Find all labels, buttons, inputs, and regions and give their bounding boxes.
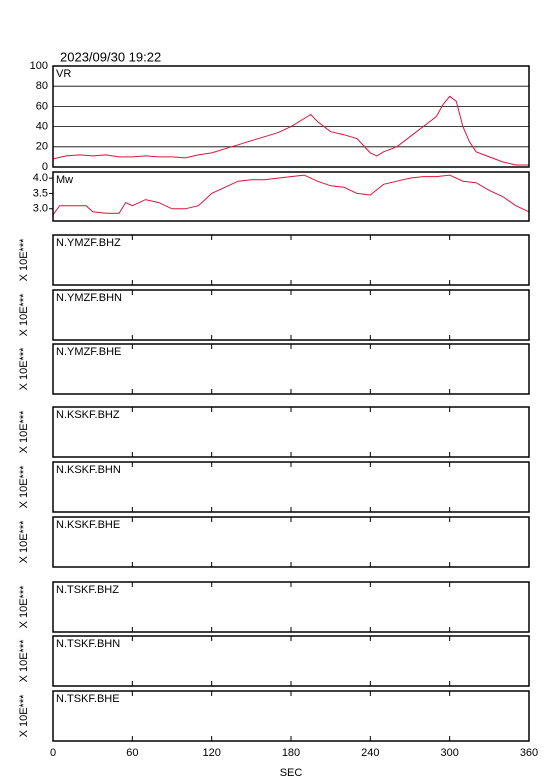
y-tick-label: 4.0	[33, 172, 48, 184]
x-axis-label: SEC	[280, 767, 303, 779]
station-label: N.KSKF.BHZ	[56, 409, 120, 421]
y-tick-label: 60	[36, 100, 48, 112]
panel-frame	[52, 406, 530, 458]
panel-frame	[52, 171, 530, 222]
station-label: N.TSKF.BHE	[56, 693, 120, 705]
x-tick-label: 180	[282, 747, 300, 759]
panel-frame	[52, 516, 530, 568]
scale-label: X 10E***	[18, 347, 30, 391]
scale-label: X 10E***	[18, 293, 30, 337]
panel-frame	[52, 65, 530, 168]
y-tick-label: 80	[36, 80, 48, 92]
panel-frame	[52, 289, 530, 341]
panel-label: Mw	[56, 174, 73, 186]
panel-frame	[52, 690, 530, 742]
x-tick-label: 60	[126, 747, 138, 759]
station-label: N.YMZF.BHZ	[56, 237, 121, 249]
scale-label: X 10E***	[18, 694, 30, 738]
station-label: N.YMZF.BHE	[56, 346, 121, 358]
y-tick-label: 40	[36, 121, 48, 133]
data-line	[52, 95, 529, 166]
x-tick-label: 300	[440, 747, 458, 759]
station-label: N.YMZF.BHN	[56, 292, 122, 304]
scale-label: X 10E***	[18, 520, 30, 564]
panel-frame	[52, 635, 530, 687]
station-label: N.KSKF.BHN	[56, 464, 121, 476]
y-tick-label: 3.5	[33, 187, 48, 199]
panel-frame	[52, 343, 530, 395]
panel-frame	[52, 234, 530, 286]
station-label: N.TSKF.BHN	[56, 638, 120, 650]
x-tick-label: 240	[361, 747, 379, 759]
scale-label: X 10E***	[18, 639, 30, 683]
scale-label: X 10E***	[18, 410, 30, 454]
y-tick-label: 100	[30, 60, 48, 72]
data-line	[52, 174, 530, 216]
panel-frame	[52, 461, 530, 513]
panel-frame	[52, 581, 530, 633]
y-tick-label: 3.0	[33, 203, 48, 215]
station-label: N.KSKF.BHE	[56, 519, 120, 531]
x-tick-label: 0	[50, 747, 56, 759]
y-tick-label: 0	[42, 161, 48, 173]
y-tick-label: 20	[36, 141, 48, 153]
scale-label: X 10E***	[18, 238, 30, 282]
chart-title: 2023/09/30 19:22	[60, 49, 161, 64]
station-label: N.TSKF.BHZ	[56, 584, 119, 596]
x-tick-label: 120	[202, 747, 220, 759]
scale-label: X 10E***	[18, 585, 30, 629]
panel-label: VR	[56, 68, 71, 80]
x-tick-label: 360	[520, 747, 538, 759]
scale-label: X 10E***	[18, 465, 30, 509]
